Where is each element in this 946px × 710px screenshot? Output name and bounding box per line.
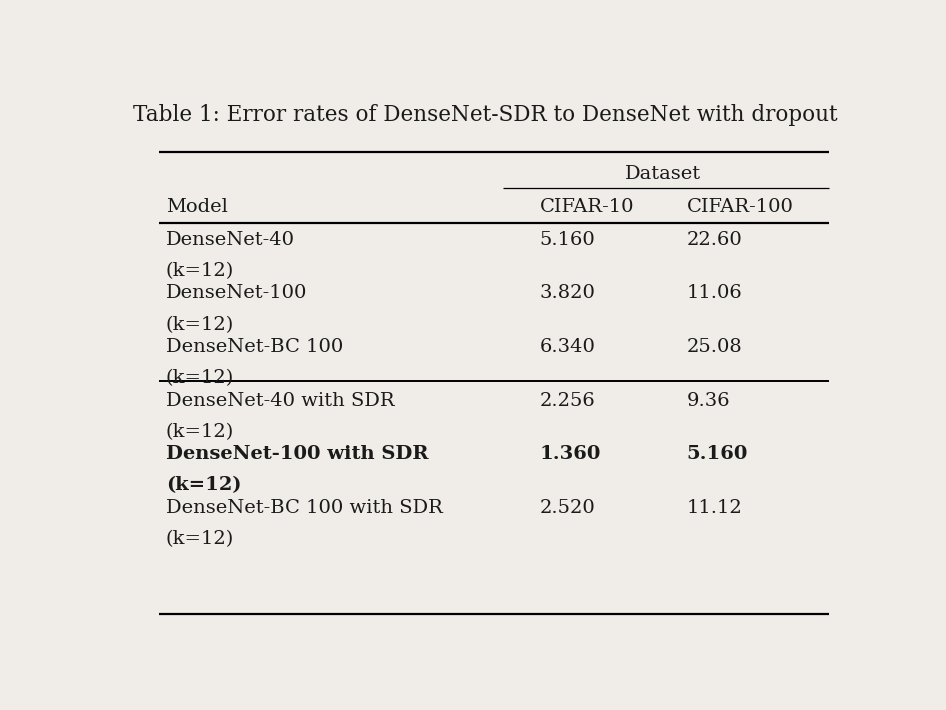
Text: 22.60: 22.60 [687,231,743,249]
Text: DenseNet-BC 100 with SDR: DenseNet-BC 100 with SDR [166,499,443,517]
Text: 5.160: 5.160 [540,231,596,249]
Text: 5.160: 5.160 [687,445,748,463]
Text: Model: Model [166,197,228,216]
Text: (k=12): (k=12) [166,423,235,441]
Text: 11.12: 11.12 [687,499,743,517]
Text: DenseNet-40: DenseNet-40 [166,231,295,249]
Text: (k=12): (k=12) [166,262,235,280]
Text: CIFAR-10: CIFAR-10 [540,197,635,216]
Text: 1.360: 1.360 [540,445,602,463]
Text: (k=12): (k=12) [166,476,241,494]
Text: 6.340: 6.340 [540,338,596,356]
Text: 3.820: 3.820 [540,285,596,302]
Text: CIFAR-100: CIFAR-100 [687,197,794,216]
Text: DenseNet-100: DenseNet-100 [166,285,307,302]
Text: DenseNet-100 with SDR: DenseNet-100 with SDR [166,445,429,463]
Text: 11.06: 11.06 [687,285,743,302]
Text: (k=12): (k=12) [166,369,235,387]
Text: DenseNet-BC 100: DenseNet-BC 100 [166,338,343,356]
Text: (k=12): (k=12) [166,530,235,548]
Text: 25.08: 25.08 [687,338,743,356]
Text: Dataset: Dataset [624,165,701,182]
Text: (k=12): (k=12) [166,316,235,334]
Text: 2.520: 2.520 [540,499,596,517]
Text: DenseNet-40 with SDR: DenseNet-40 with SDR [166,392,394,410]
Text: Table 1: Error rates of DenseNet-SDR to DenseNet with dropout: Table 1: Error rates of DenseNet-SDR to … [132,104,837,126]
Text: 2.256: 2.256 [540,392,596,410]
Text: 9.36: 9.36 [687,392,730,410]
